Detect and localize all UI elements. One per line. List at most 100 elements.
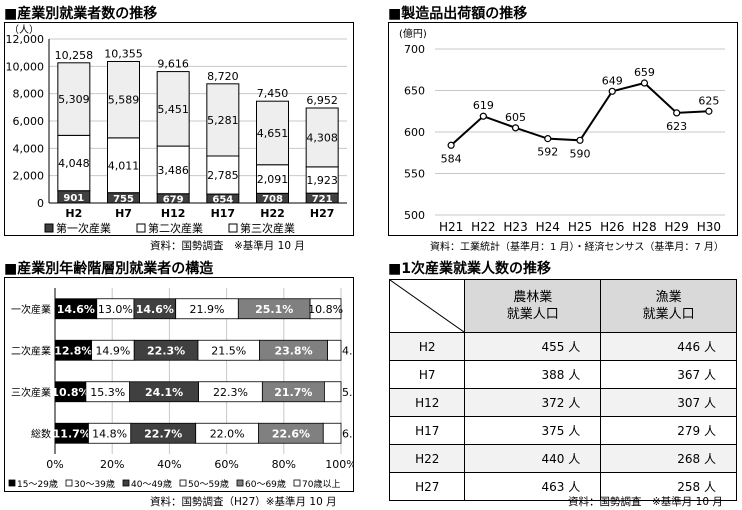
x-tick-label: H7 bbox=[115, 207, 132, 220]
data-label: 15.3% bbox=[90, 386, 125, 399]
data-label: 4,651 bbox=[257, 127, 289, 140]
bar-segment bbox=[206, 155, 240, 195]
data-point bbox=[608, 87, 616, 95]
data-label: 1,923 bbox=[306, 174, 338, 187]
legend-swatch bbox=[8, 479, 16, 487]
data-label: 12.8% bbox=[54, 344, 92, 357]
x-tick-label: H12 bbox=[161, 207, 186, 220]
chart2-source: 資料：工業統計（基準月：1 月）・経済センサス（基準月：7 月） bbox=[430, 242, 724, 253]
table-header-row: 農林業 就業人口 漁業 就業人口 bbox=[388, 279, 737, 333]
bar-segment bbox=[309, 298, 342, 320]
row-agri-cell: 388 人 bbox=[464, 360, 602, 389]
primary-workers-table: 農林業 就業人口 漁業 就業人口 H2 455 人 446 人 H7 388 人 367 … bbox=[388, 279, 737, 501]
bar-segment bbox=[256, 164, 289, 194]
table-title: ■1次産業就業人数の推移 bbox=[388, 261, 551, 277]
bar-segment bbox=[322, 422, 342, 444]
bar-segment bbox=[156, 145, 190, 195]
data-point bbox=[544, 135, 552, 143]
data-label: 5.8% bbox=[342, 386, 353, 399]
y-tick-label: 500 bbox=[404, 209, 425, 222]
data-point bbox=[479, 112, 487, 120]
x-tick-label: 80% bbox=[272, 458, 296, 471]
row-era-cell: H27 bbox=[388, 472, 466, 501]
data-point bbox=[705, 107, 713, 115]
x-tick-label: H26 bbox=[600, 220, 624, 234]
x-tick-label: H17 bbox=[211, 207, 236, 220]
unit-label: （人） bbox=[9, 24, 39, 36]
table-row: H7 388 人 367 人 bbox=[388, 360, 737, 389]
unit-label: (億円) bbox=[399, 27, 427, 40]
row-agri-cell: 463 人 bbox=[464, 472, 602, 501]
data-label: 21.5% bbox=[211, 344, 246, 357]
data-label: 590 bbox=[570, 147, 591, 160]
data-label: 23.8% bbox=[274, 344, 312, 357]
data-label: 21.9% bbox=[190, 303, 225, 316]
data-label: 708 bbox=[262, 194, 283, 205]
y-category-label: 一次産業 bbox=[11, 303, 51, 316]
row-era-cell: H17 bbox=[388, 416, 466, 445]
data-label: 14.6% bbox=[136, 303, 174, 316]
row-era-cell: H12 bbox=[388, 388, 466, 417]
legend-label: 30～39歳 bbox=[74, 478, 115, 490]
legend-swatch bbox=[236, 479, 244, 487]
bar-segment bbox=[107, 137, 140, 194]
legend-label: 第三次産業 bbox=[240, 221, 295, 235]
data-label: 25.1% bbox=[255, 303, 293, 316]
y-tick-label: 6,000 bbox=[13, 115, 45, 128]
y-tick-label: 650 bbox=[404, 85, 425, 98]
y-category-label: 三次産業 bbox=[11, 386, 51, 399]
data-label: 3,486 bbox=[157, 164, 189, 177]
row-agri-cell: 372 人 bbox=[464, 388, 602, 417]
header-fish: 漁業 就業人口 bbox=[600, 279, 737, 333]
table-row: H22 440 人 268 人 bbox=[388, 444, 737, 473]
age-structure-bar-chart: 0% 20% 40% 60% 80% 100% 一次産業 14.6%13.0%14.6% 21.… bbox=[8, 288, 370, 490]
data-label: 5,589 bbox=[108, 94, 140, 107]
total-label: 7,450 bbox=[257, 87, 289, 100]
legend-swatch bbox=[179, 479, 187, 487]
table-row: H12 372 人 307 人 bbox=[388, 388, 737, 417]
row-era-cell: H2 bbox=[388, 332, 466, 361]
x-tick-label: H24 bbox=[536, 220, 560, 234]
chart1-title: ■産業別就業者数の推移 bbox=[4, 6, 158, 22]
legend-label: 70歳以上 bbox=[302, 478, 340, 490]
row-agri-cell: 440 人 bbox=[464, 444, 602, 473]
legend-swatch bbox=[44, 223, 54, 233]
data-label: 21.7% bbox=[274, 386, 312, 399]
row-fish-cell: 446 人 bbox=[600, 332, 737, 361]
legend-label: 50～59歳 bbox=[188, 478, 229, 490]
bar-segment bbox=[327, 339, 342, 361]
y-category-label: 総数 bbox=[31, 427, 51, 440]
data-point bbox=[640, 79, 649, 87]
employees-stacked-bar-chart: （人） 0 2,000 4,000 6,000 8,000 10,000 12,000 901 4… bbox=[6, 24, 347, 235]
data-label: 14.8% bbox=[92, 427, 127, 440]
legend-swatch bbox=[122, 479, 130, 487]
x-tick-label: 20% bbox=[100, 458, 124, 471]
y-tick-label: 10,000 bbox=[6, 60, 45, 73]
chart2-frame: (億円) 500 550 600 650 700 584 H21 619 H22 605 H23 592… bbox=[388, 22, 738, 236]
row-fish-cell: 367 人 bbox=[600, 360, 737, 389]
data-label: 11.7% bbox=[53, 427, 91, 440]
y-tick-label: 600 bbox=[404, 126, 425, 139]
row-fish-cell: 307 人 bbox=[600, 388, 737, 417]
y-tick-label: 0 bbox=[37, 197, 44, 210]
total-label: 6,952 bbox=[306, 94, 338, 107]
chart3-source: 資料：国勢調査（H27）※基準月 10 月 bbox=[150, 496, 337, 508]
data-label: 4,011 bbox=[108, 159, 140, 172]
x-tick-label: H28 bbox=[632, 220, 656, 234]
data-label: 5,451 bbox=[157, 103, 189, 116]
bar-segment bbox=[107, 60, 140, 139]
data-label: 755 bbox=[113, 194, 134, 205]
chart2-title: ■製造品出荷額の推移 bbox=[388, 6, 528, 22]
data-label: 10.8% bbox=[308, 303, 343, 316]
bar-segment bbox=[256, 100, 289, 166]
data-point bbox=[511, 124, 520, 132]
data-label: 24.1% bbox=[145, 386, 183, 399]
data-label: 22.3% bbox=[213, 386, 248, 399]
corner-diagonal bbox=[390, 280, 464, 332]
table-row: H2 455 人 446 人 bbox=[388, 332, 737, 361]
chart3-title: ■産業別年齢階層別就業者の構造 bbox=[4, 261, 214, 277]
data-label: 10.8% bbox=[51, 386, 89, 399]
data-label: 623 bbox=[666, 120, 687, 133]
chart1-source: 資料：国勢調査 ※基準月 10 月 bbox=[150, 240, 305, 252]
data-point bbox=[576, 136, 584, 144]
